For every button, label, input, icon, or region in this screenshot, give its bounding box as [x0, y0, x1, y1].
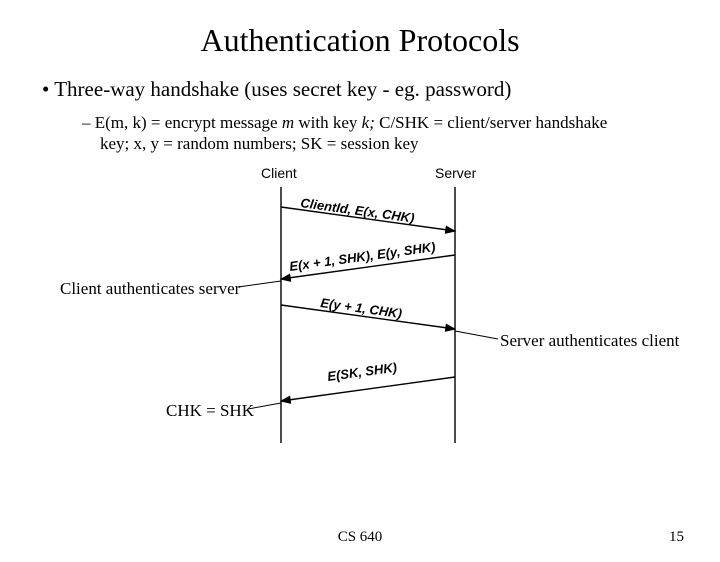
b2-mid1: with key [294, 113, 362, 132]
b2-m: m [282, 113, 294, 132]
b2-pre: E(m, k) = encrypt message [95, 113, 282, 132]
server-auth-annotation: Server authenticates client [500, 331, 679, 351]
b2-k: k; [362, 113, 375, 132]
page-title: Authentication Protocols [0, 22, 720, 59]
footer-course: CS 640 [0, 529, 720, 546]
client-auth-annotation: Client authenticates server [60, 279, 240, 299]
diagram-svg: ClientId, E(x, CHK) E(x + 1, SHK), E(y, … [0, 165, 720, 465]
bullet-level2: E(m, k) = encrypt message m with key k; … [100, 112, 620, 155]
msg1-text: ClientId, E(x, CHK) [300, 195, 416, 225]
chk-shk-annotation: CHK = SHK [166, 401, 254, 421]
sequence-diagram: Client Server ClientId, E(x, CHK) E(x + … [0, 165, 720, 465]
msg3-text: E(y + 1, CHK) [320, 295, 403, 321]
msg2-text: E(x + 1, SHK), E(y, SHK) [288, 239, 436, 274]
bullet-level1: Three-way handshake (uses secret key - e… [42, 77, 720, 102]
footer-page-number: 15 [669, 529, 684, 546]
msg4-text: E(SK, SHK) [326, 359, 397, 383]
